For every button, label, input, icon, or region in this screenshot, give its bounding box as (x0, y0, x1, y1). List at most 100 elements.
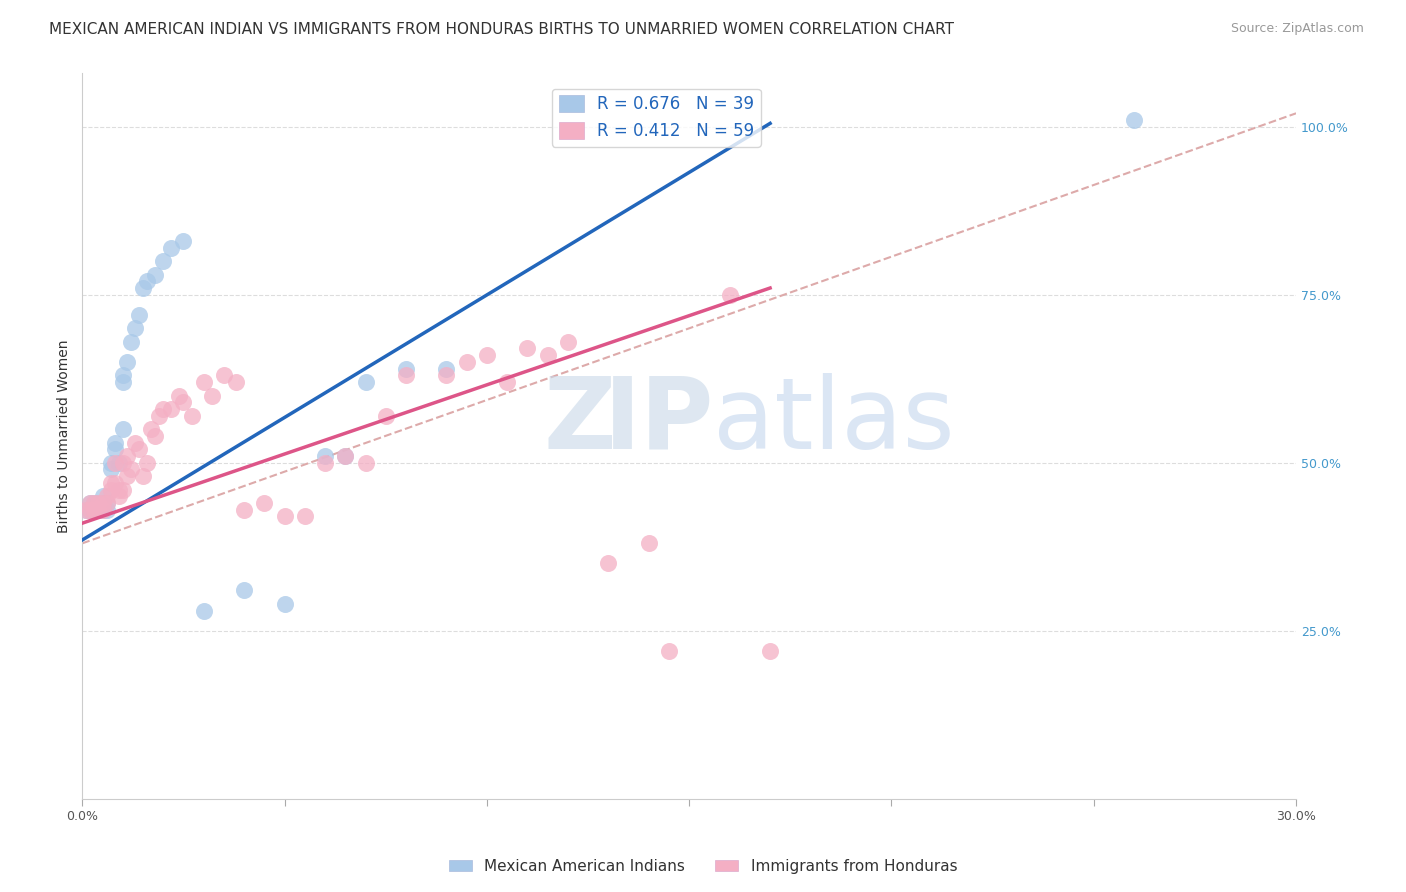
Text: Z: Z (544, 373, 616, 470)
Point (225, 375, 247, 389)
Point (598, 557, 620, 571)
Y-axis label: Births to Unmarried Women: Births to Unmarried Women (58, 339, 72, 533)
Text: atlas: atlas (713, 373, 955, 470)
Point (96, 502, 118, 516)
Point (83, 496, 105, 510)
Text: MEXICAN AMERICAN INDIAN VS IMMIGRANTS FROM HONDURAS BIRTHS TO UNMARRIED WOMEN CO: MEXICAN AMERICAN INDIAN VS IMMIGRANTS FR… (49, 22, 955, 37)
Point (152, 254, 174, 268)
Point (115, 469, 138, 483)
Point (193, 603, 215, 617)
Point (79, 496, 101, 510)
Point (436, 361, 458, 376)
Point (104, 475, 127, 490)
Point (107, 489, 129, 503)
Point (120, 334, 142, 349)
Point (124, 321, 146, 335)
Point (75, 502, 97, 516)
Point (104, 442, 127, 457)
Point (83, 502, 105, 516)
Point (115, 449, 138, 463)
Point (124, 435, 146, 450)
Point (143, 268, 166, 282)
Point (79, 502, 101, 516)
Point (172, 395, 194, 409)
Point (516, 342, 538, 356)
Point (111, 456, 134, 470)
Point (496, 375, 519, 389)
Point (557, 334, 579, 349)
Point (100, 456, 122, 470)
Point (354, 375, 377, 389)
Point (233, 583, 256, 598)
Point (87, 496, 110, 510)
Point (96, 496, 118, 510)
Point (132, 469, 155, 483)
Point (91, 496, 114, 510)
Point (136, 274, 159, 288)
Point (79, 496, 101, 510)
Point (128, 442, 150, 457)
Point (111, 375, 134, 389)
Point (456, 355, 478, 369)
Point (335, 449, 357, 463)
Text: Source: ZipAtlas.com: Source: ZipAtlas.com (1230, 22, 1364, 36)
Point (111, 422, 134, 436)
Point (115, 355, 138, 369)
Point (253, 496, 276, 510)
Point (104, 435, 127, 450)
Point (335, 449, 357, 463)
Point (87, 502, 110, 516)
Point (79, 502, 101, 516)
Point (314, 456, 336, 470)
Point (104, 456, 127, 470)
Point (294, 509, 316, 524)
Point (212, 368, 235, 383)
Point (395, 368, 418, 383)
Point (536, 348, 558, 362)
Point (436, 368, 458, 383)
Point (136, 456, 159, 470)
Point (759, 644, 782, 658)
Point (91, 496, 114, 510)
Point (96, 496, 118, 510)
Point (143, 429, 166, 443)
Point (107, 456, 129, 470)
Point (100, 462, 122, 476)
Point (193, 375, 215, 389)
Point (374, 409, 396, 423)
Point (354, 456, 377, 470)
Point (1123, 113, 1146, 128)
Point (148, 409, 170, 423)
Point (91, 502, 114, 516)
Point (107, 483, 129, 497)
Point (87, 502, 110, 516)
Point (152, 401, 174, 416)
Point (96, 489, 118, 503)
Point (233, 502, 256, 516)
Point (718, 287, 741, 301)
Point (91, 502, 114, 516)
Point (128, 308, 150, 322)
Point (169, 388, 191, 402)
Text: IP: IP (605, 373, 714, 470)
Point (87, 496, 110, 510)
Point (83, 496, 105, 510)
Legend: R = 0.676   N = 39, R = 0.412   N = 59: R = 0.676 N = 39, R = 0.412 N = 59 (553, 88, 761, 146)
Point (395, 361, 418, 376)
Point (160, 401, 183, 416)
Point (273, 597, 295, 611)
Point (180, 409, 202, 423)
Point (637, 536, 659, 550)
Point (160, 241, 183, 255)
Point (475, 348, 498, 362)
Point (172, 234, 194, 248)
Point (100, 483, 122, 497)
Legend: Mexican American Indians, Immigrants from Honduras: Mexican American Indians, Immigrants fro… (443, 853, 963, 880)
Point (111, 368, 134, 383)
Point (91, 489, 114, 503)
Point (120, 462, 142, 476)
Point (132, 281, 155, 295)
Point (75, 502, 97, 516)
Point (139, 422, 162, 436)
Point (201, 388, 224, 402)
